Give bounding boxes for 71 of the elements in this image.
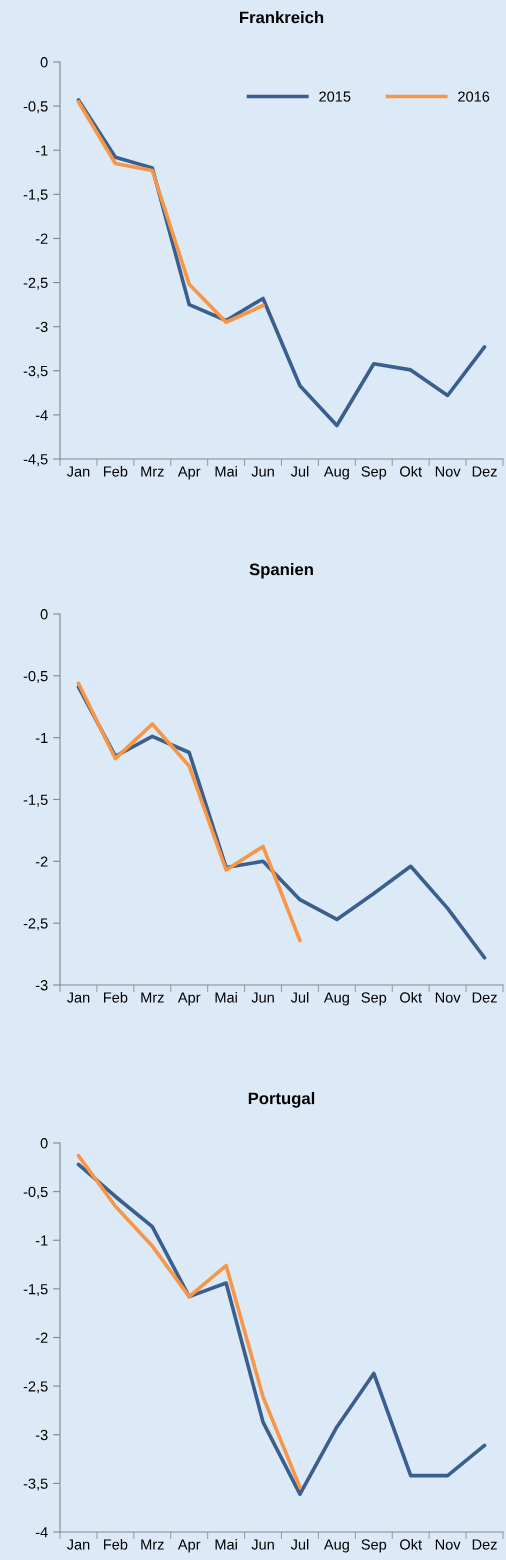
chart-title: Frankreich — [240, 11, 324, 24]
x-tick-label: Jul — [290, 991, 309, 1003]
y-tick-label: -3 — [35, 321, 48, 333]
y-tick-label: -1,5 — [23, 189, 48, 202]
y-tick-label: -2 — [35, 1332, 48, 1343]
x-tick-label: Mai — [215, 1538, 237, 1550]
x-tick-label: Jun — [251, 466, 274, 477]
x-tick-label: Mrz — [141, 466, 164, 477]
x-tick-label: Mai — [215, 465, 237, 477]
y-tick-label: -4 — [35, 410, 48, 421]
y-tick-label: -1 — [35, 1235, 48, 1246]
y-tick-label: 0 — [40, 1138, 48, 1149]
chart-title: Spanien — [249, 563, 313, 579]
x-tick-label: Dez — [472, 466, 497, 477]
x-tick-label: Aug — [323, 466, 349, 480]
x-tick-label: Jul — [290, 1538, 309, 1550]
y-tick-label: -3 — [35, 980, 48, 991]
x-tick-label: Dez — [472, 992, 497, 1003]
x-tick-label: Mrz — [141, 992, 164, 1003]
y-tick-label: -2 — [35, 233, 48, 244]
x-tick-label: Nov — [435, 466, 461, 477]
x-tick-label: Sep — [361, 1539, 387, 1553]
x-tick-label: Aug — [323, 992, 349, 1006]
x-tick-label: Aug — [323, 1539, 349, 1553]
x-tick-label: Feb — [104, 465, 128, 477]
x-tick-label: Jan — [66, 466, 90, 477]
x-tick-label: Mai — [215, 991, 237, 1003]
y-tick-label: -2,5 — [23, 1381, 48, 1394]
x-tick-label: Apr — [177, 1539, 201, 1553]
x-tick-label: Jan — [66, 1539, 90, 1550]
x-tick-label: Sep — [361, 466, 387, 480]
x-tick-label: Apr — [177, 992, 201, 1006]
x-tick-label: Dez — [472, 1539, 497, 1550]
x-tick-label: Jun — [251, 1539, 274, 1550]
legend-label: 2016 — [458, 91, 490, 102]
x-tick-label: Jan — [66, 992, 90, 1003]
x-tick-label: Jul — [290, 465, 309, 477]
y-tick-label: -2,5 — [23, 918, 48, 931]
y-tick-label: 0 — [40, 609, 48, 620]
x-tick-label: Feb — [104, 991, 128, 1003]
x-tick-label: Okt — [400, 991, 422, 1003]
x-tick-label: Jun — [251, 992, 274, 1003]
legend-label: 2015 — [319, 91, 351, 102]
x-tick-label: Nov — [435, 1539, 461, 1550]
y-tick-label: -1,5 — [23, 1284, 48, 1297]
y-tick-label: -3,5 — [23, 365, 48, 378]
x-tick-label: Sep — [361, 992, 387, 1006]
y-tick-label: -1 — [35, 145, 48, 156]
line-series — [76, 1162, 487, 1496]
y-tick-label: -1 — [35, 732, 48, 743]
x-tick-label: Nov — [435, 992, 461, 1003]
y-tick-label: 0 — [40, 57, 48, 68]
x-tick-label: Mrz — [141, 1539, 164, 1550]
y-tick-label: -0,5 — [23, 1186, 48, 1199]
y-tick-label: -2 — [35, 856, 48, 867]
y-tick-label: -4 — [35, 1527, 48, 1538]
y-tick-label: -1,5 — [23, 794, 48, 807]
y-tick-label: -3 — [35, 1429, 48, 1441]
x-tick-label: Feb — [104, 1538, 128, 1550]
x-tick-label: Okt — [400, 1538, 422, 1550]
y-tick-label: -4,5 — [23, 454, 48, 467]
y-tick-label: -2,5 — [23, 277, 48, 290]
line-series — [76, 681, 302, 943]
y-tick-label: -0,5 — [23, 670, 48, 683]
x-tick-label: Okt — [400, 465, 422, 477]
chart-title: Portugal — [248, 1092, 315, 1108]
line-series — [76, 99, 265, 325]
x-tick-label: Apr — [177, 466, 201, 480]
y-tick-label: -0,5 — [23, 101, 48, 114]
line-series — [76, 1153, 302, 1490]
y-tick-label: -3,5 — [23, 1478, 48, 1491]
